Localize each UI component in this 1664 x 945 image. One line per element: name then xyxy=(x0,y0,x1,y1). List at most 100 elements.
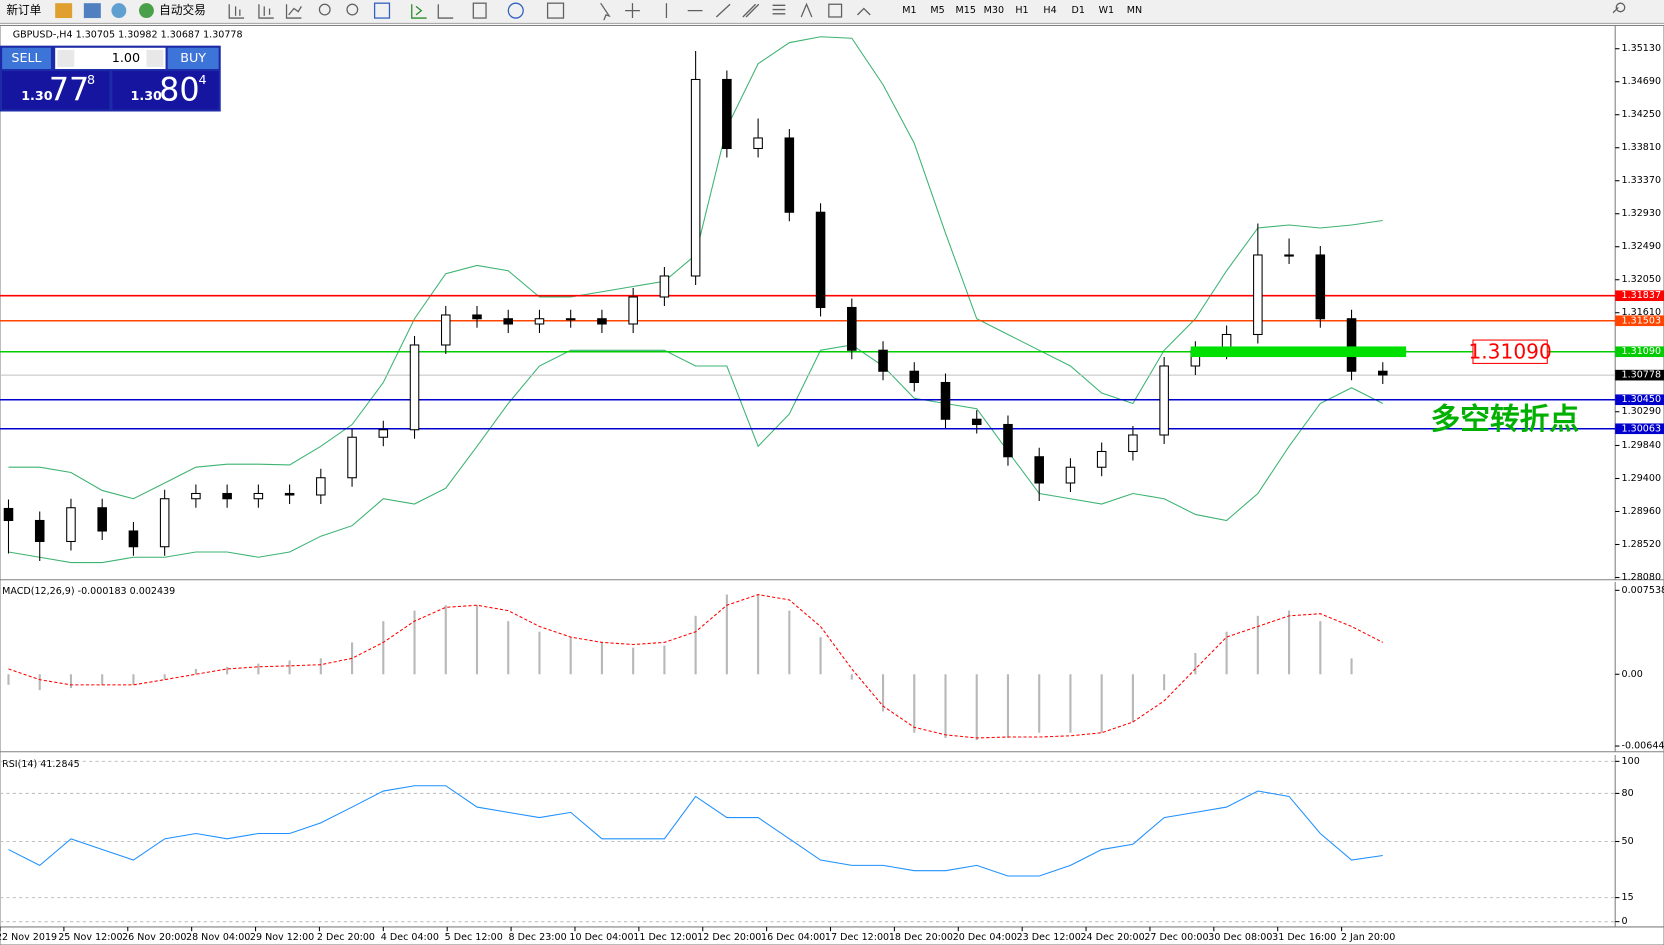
icon[interactable] xyxy=(472,2,487,19)
icon[interactable] xyxy=(55,3,73,19)
sell-price-box[interactable] xyxy=(2,71,110,110)
y-tick-label: 1.28520 xyxy=(1622,539,1661,550)
timeframe-button[interactable]: W1 xyxy=(1099,5,1115,16)
buy-price-box[interactable] xyxy=(112,71,219,110)
y-tick-label: 1.32490 xyxy=(1622,241,1661,252)
timeframe-button[interactable]: M15 xyxy=(956,5,976,16)
chart-frame xyxy=(0,24,1664,945)
lot-value[interactable]: 1.00 xyxy=(112,51,140,66)
icon[interactable] xyxy=(411,4,427,19)
auto-trading-icon[interactable] xyxy=(139,3,154,19)
search-icon[interactable] xyxy=(1612,6,1619,14)
rsi-line xyxy=(8,785,1383,877)
timeframe-button[interactable]: M5 xyxy=(930,5,944,16)
lot-up[interactable] xyxy=(146,49,164,67)
x-tick-label: 30 Dec 08:00 xyxy=(1208,932,1272,943)
candle-body xyxy=(191,492,201,500)
channel-tool[interactable] xyxy=(742,3,760,18)
lot-down[interactable] xyxy=(57,49,75,67)
icon[interactable] xyxy=(228,4,245,19)
candle-body xyxy=(628,296,638,325)
price-level-tag xyxy=(1615,346,1664,358)
icon[interactable] xyxy=(546,2,565,19)
label-tool[interactable] xyxy=(828,3,843,18)
candle-body xyxy=(34,519,45,543)
candle-body xyxy=(253,492,264,500)
x-tick-label: 24 Dec 20:00 xyxy=(1080,932,1144,943)
sell-button[interactable] xyxy=(2,47,51,70)
icon[interactable] xyxy=(437,4,454,19)
annotation-box xyxy=(1472,339,1548,364)
y-tick-label: 50 xyxy=(1622,836,1634,847)
highlight-bar xyxy=(1190,346,1407,358)
candle-body xyxy=(847,306,857,351)
buy-label[interactable]: BUY xyxy=(180,51,206,66)
sell-price-digits: 77 xyxy=(49,70,90,108)
candle-body xyxy=(722,78,732,150)
toolbar-icons xyxy=(228,2,1626,21)
x-tick-label: 26 Nov 20:00 xyxy=(122,932,186,943)
y-tick-label: 1.30290 xyxy=(1622,406,1661,417)
panel-title: MACD(12,26,9) -0.000183 0.002439 xyxy=(2,586,175,597)
icon[interactable] xyxy=(346,3,359,16)
candle-body xyxy=(66,507,76,543)
new-order-button[interactable]: 新订单 xyxy=(6,3,41,17)
candle-body xyxy=(1034,456,1044,484)
candle-body xyxy=(534,318,545,325)
fibo-tool[interactable] xyxy=(772,4,786,15)
timeframe-button[interactable]: M1 xyxy=(902,5,916,16)
chart-area: GBPUSD-,H4 1.30705 1.30982 1.30687 1.307… xyxy=(0,25,1664,943)
lot-input[interactable] xyxy=(55,47,166,70)
candle-body xyxy=(97,507,107,532)
candle-body xyxy=(815,211,826,309)
candle-body xyxy=(753,137,763,150)
icon[interactable] xyxy=(373,2,391,19)
candle-body xyxy=(1003,423,1013,458)
timeframe-button[interactable]: MN xyxy=(1127,5,1142,16)
buy-button[interactable] xyxy=(167,47,219,70)
text-tool[interactable] xyxy=(800,2,813,18)
crosshair-tool[interactable] xyxy=(625,3,640,19)
current-price-label: 1.30778 xyxy=(1622,370,1661,381)
search-icon[interactable] xyxy=(1615,2,1626,13)
icon[interactable] xyxy=(111,3,127,19)
timeframe-button[interactable]: H1 xyxy=(1015,5,1028,16)
icon[interactable] xyxy=(258,4,274,19)
candle-body xyxy=(472,314,482,320)
x-tick-label: 18 Dec 20:00 xyxy=(889,932,953,943)
x-tick-label: 10 Dec 04:00 xyxy=(569,932,633,943)
current-price-tag xyxy=(1615,369,1664,381)
auto-trading-button[interactable]: 自动交易 xyxy=(159,3,206,17)
bollinger-band xyxy=(8,344,1384,564)
trendline-tool[interactable] xyxy=(715,3,731,18)
x-tick-label: 12 Dec 20:00 xyxy=(697,932,761,943)
buy-price-last: 4 xyxy=(198,73,206,88)
sell-label[interactable]: SELL xyxy=(11,51,42,66)
candle-body xyxy=(597,318,607,325)
y-tick-label: 1.28080 xyxy=(1622,572,1661,583)
timeframe-button[interactable]: H4 xyxy=(1043,5,1056,16)
candle-body xyxy=(1159,365,1169,436)
candle-body xyxy=(1284,254,1294,257)
icon[interactable] xyxy=(507,2,524,19)
candle-body xyxy=(378,429,389,438)
candle-body xyxy=(1128,434,1138,453)
candle-body xyxy=(1065,466,1076,484)
timeframe-bar: M1 M5 M15 M30 H1 H4 D1 W1 MN xyxy=(902,5,1142,16)
icon[interactable] xyxy=(318,3,331,16)
price-level-tag xyxy=(1615,394,1664,406)
arrow-tool[interactable] xyxy=(857,7,871,16)
cursor-tool[interactable] xyxy=(600,2,611,21)
panel-title: GBPUSD-,H4 1.30705 1.30982 1.30687 1.307… xyxy=(13,30,243,41)
candle-body xyxy=(659,275,670,298)
y-tick-label: 1.34690 xyxy=(1622,76,1661,87)
y-tick-label: 1.32930 xyxy=(1622,208,1661,219)
candle-body xyxy=(316,477,326,496)
timeframe-button[interactable]: M30 xyxy=(984,5,1004,16)
candle-body xyxy=(971,418,982,426)
candle-body xyxy=(909,370,920,384)
icon[interactable] xyxy=(285,4,302,19)
icon[interactable] xyxy=(83,3,101,19)
y-tick-label: 1.28960 xyxy=(1622,506,1661,517)
timeframe-button[interactable]: D1 xyxy=(1071,5,1084,16)
